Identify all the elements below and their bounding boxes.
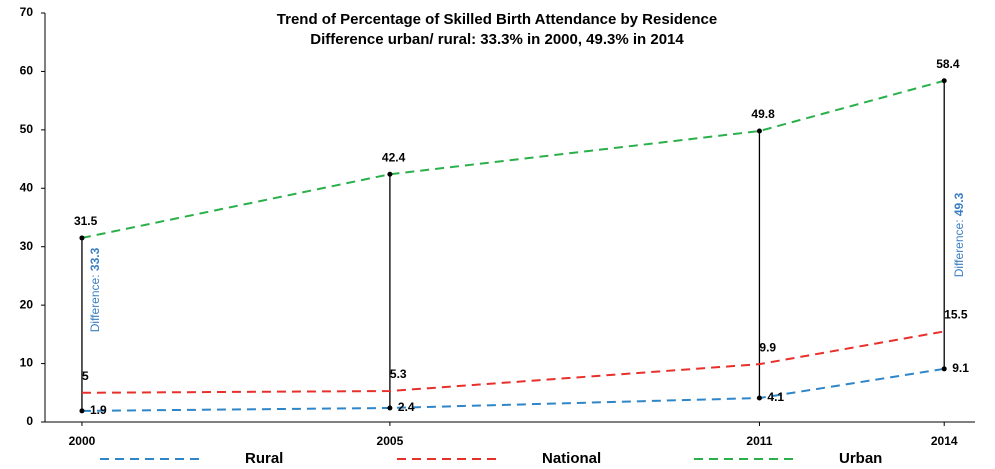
data-label: 1.9 xyxy=(90,403,107,417)
data-label: 42.4 xyxy=(382,150,406,164)
y-tick-label: 20 xyxy=(20,297,34,311)
data-label: 9.1 xyxy=(952,361,969,375)
y-tick-label: 70 xyxy=(20,5,34,19)
annotation-label: Difference: xyxy=(952,219,966,277)
data-label: 58.4 xyxy=(936,57,960,71)
point xyxy=(387,405,393,411)
point xyxy=(941,366,947,372)
y-tick-label: 60 xyxy=(20,64,34,78)
y-tick-label: 10 xyxy=(20,356,34,370)
annotation-label: Difference: xyxy=(88,274,102,332)
data-label: 2.4 xyxy=(398,400,415,414)
legend-label: Rural xyxy=(245,450,283,467)
series-line xyxy=(81,367,945,412)
series-line xyxy=(81,330,945,394)
x-tick-label: 2011 xyxy=(746,434,772,448)
point xyxy=(756,395,762,401)
annotation-value: 33.3 xyxy=(88,247,102,271)
y-tick-label: 40 xyxy=(20,180,34,194)
point xyxy=(941,78,947,84)
point xyxy=(756,128,762,134)
legend-label: Urban xyxy=(839,450,882,467)
series-line xyxy=(81,79,945,239)
annotation-value: 49.3 xyxy=(952,192,966,216)
data-label: 5 xyxy=(82,369,89,383)
point xyxy=(79,408,85,414)
x-tick-label: 2014 xyxy=(931,434,958,448)
data-label: 31.5 xyxy=(74,214,98,228)
legend-label: National xyxy=(542,450,601,467)
chart-subtitle: Difference urban/ rural: 33.3% in 2000, … xyxy=(310,31,684,48)
annotation: Difference: 33.3 xyxy=(88,247,102,332)
data-label: 4.1 xyxy=(767,390,784,404)
point xyxy=(387,171,393,177)
data-label: 15.5 xyxy=(944,308,968,322)
x-tick-label: 2000 xyxy=(69,434,96,448)
data-label: 49.8 xyxy=(751,107,775,121)
data-label: 5.3 xyxy=(390,367,407,381)
annotation: Difference: 49.3 xyxy=(952,192,966,277)
y-tick-label: 0 xyxy=(26,414,33,428)
chart-title: Trend of Percentage of Skilled Birth Att… xyxy=(277,11,717,28)
point xyxy=(79,235,85,241)
data-label: 9.9 xyxy=(759,340,776,354)
x-tick-label: 2005 xyxy=(377,434,404,448)
y-tick-label: 50 xyxy=(20,122,34,136)
y-tick-label: 30 xyxy=(20,239,34,253)
